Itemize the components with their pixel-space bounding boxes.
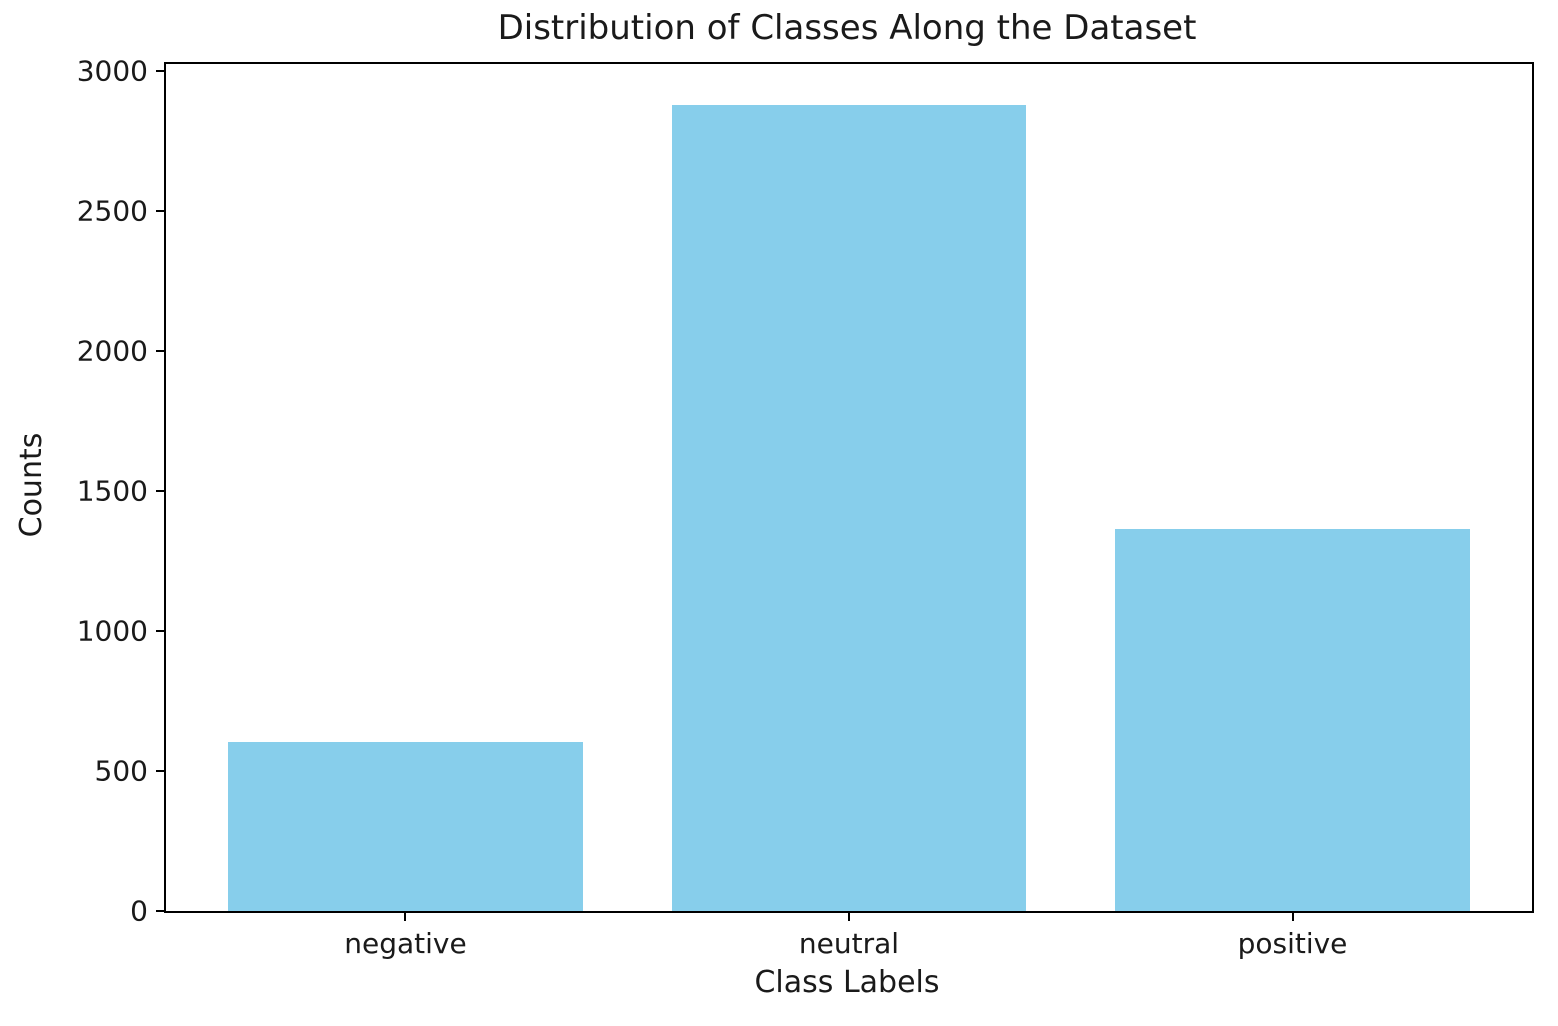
y-tick-label-500: 500 bbox=[94, 754, 148, 788]
y-tick-mark bbox=[156, 210, 166, 212]
y-tick-mark bbox=[156, 630, 166, 632]
y-tick-label-2500: 2500 bbox=[76, 194, 148, 228]
x-tick-label-negative: negative bbox=[344, 927, 467, 960]
bar-neutral bbox=[671, 104, 1027, 911]
x-tick-label-positive: positive bbox=[1237, 927, 1348, 960]
x-axis-label: Class Labels bbox=[754, 965, 940, 1000]
y-tick-label-1500: 1500 bbox=[76, 474, 148, 508]
chart-title: Distribution of Classes Along the Datase… bbox=[497, 8, 1197, 48]
y-tick-mark bbox=[156, 770, 166, 772]
y-tick-mark bbox=[156, 70, 166, 72]
y-tick-label-2000: 2000 bbox=[76, 334, 148, 368]
y-tick-mark bbox=[156, 910, 166, 912]
bar-negative bbox=[228, 741, 583, 911]
x-tick-mark bbox=[848, 911, 850, 921]
plot-area: negative neutral positive 0 500 1000 1500 2000 2… bbox=[77, 55, 1534, 960]
x-tick-mark bbox=[404, 911, 407, 921]
y-tick-label-3000: 3000 bbox=[76, 54, 148, 88]
y-tick-mark bbox=[156, 490, 166, 492]
y-tick-label-0: 0 bbox=[130, 894, 148, 928]
y-axis-label: Counts bbox=[14, 432, 49, 538]
x-tick-mark bbox=[1291, 911, 1294, 921]
y-tick-label-1000: 1000 bbox=[76, 614, 148, 648]
y-tick-mark bbox=[156, 350, 166, 352]
x-tick-label-neutral: neutral bbox=[798, 927, 900, 960]
bar-positive bbox=[1115, 529, 1470, 911]
